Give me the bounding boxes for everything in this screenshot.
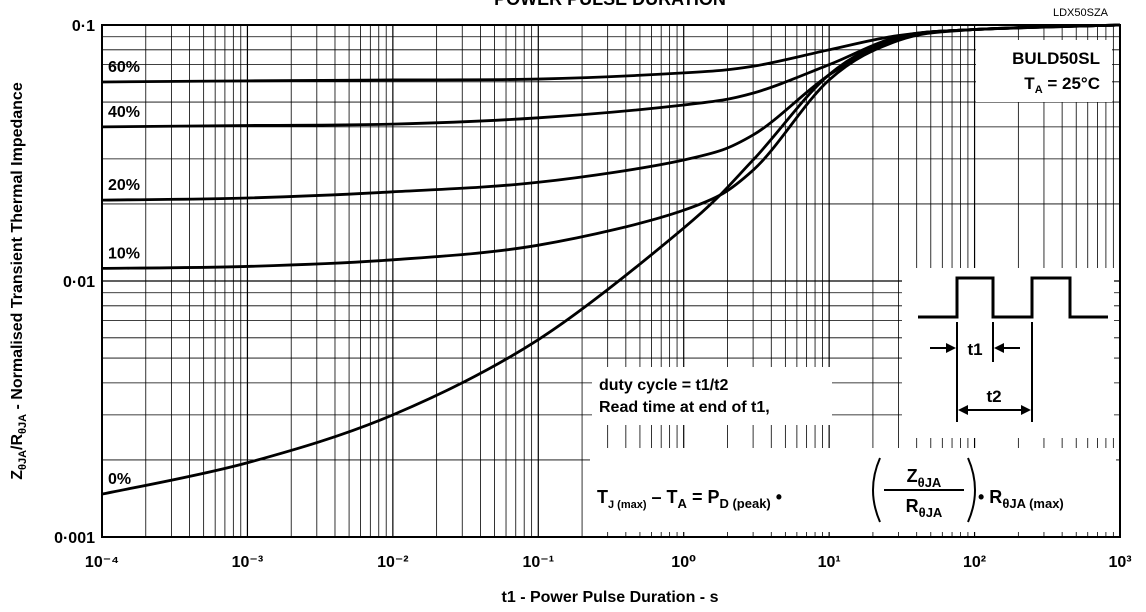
x-tick-label: 10⁻³ [232,554,264,571]
chart-title: POWER PULSE DURATION [494,0,726,9]
pulse-wave [918,276,1108,319]
plot-frame [101,24,1121,538]
arrow-head [1021,405,1031,415]
paren [872,457,881,523]
diagram-label: t2 [986,387,1001,406]
series-label: 10% [108,245,140,262]
curves [101,23,1121,496]
fraction-bottom: RθJA [906,496,943,520]
x-tick-label: 10¹ [818,554,841,571]
y-axis-label: ZθJA/RθJA - Normalised Transient Thermal… [9,82,29,480]
x-tick-label: 10² [963,554,986,571]
y-tick-label: 0·001 [54,530,95,547]
formula-part: θJA [918,475,942,490]
note: duty cycle = t1/t2 [599,377,728,394]
part-box [976,40,1112,102]
formula-part: = P [687,487,720,507]
formula-part: – T [647,487,678,507]
formula: TJ (max) – TA = PD (peak) • ZθJA RθJA • … [597,457,1064,523]
y-label-part: - Normalised Transient Thermal Impedance [9,82,26,414]
x-tick-label: 10⁰ [671,554,696,571]
formula-part: Z [907,466,918,486]
formula-part: A [678,496,688,511]
x-tick-label: 10⁻¹ [522,554,554,571]
fraction-top: ZθJA [907,466,942,490]
formula-part: J (max) [608,499,647,511]
part-label: BULD50SL [1012,49,1100,68]
y-tick-label: 0·01 [63,274,95,291]
ambient-sub: A [1035,84,1043,96]
formula-box [590,448,1116,532]
formula-left: TJ (max) – TA = PD (peak) • [597,487,782,511]
y-tick-label: 0·1 [72,18,95,35]
pulse-diagram [918,276,1108,422]
x-axis-label: t1 - Power Pulse Duration - s [502,589,719,606]
y-label-part: /R [9,433,26,449]
ambient-label: TA = 25°C [1024,74,1100,96]
y-label-part: θJA [17,414,29,434]
formula-part: θJA [919,505,943,520]
y-label-part: θJA [17,450,29,470]
formula-part: T [597,487,608,507]
x-tick-label: 10⁻⁴ [85,554,119,571]
ambient-value: = 25°C [1043,74,1100,93]
x-tick-label: 10⁻² [377,554,409,571]
series-label: 20% [108,177,140,194]
diagram-label: t1 [967,340,982,359]
formula-part: D (peak) [719,496,770,511]
series-line [101,23,1121,270]
formula-part: • [771,487,782,507]
series-line [101,23,1121,84]
annotation-backgrounds [590,40,1116,532]
arrow-head [958,405,968,415]
x-tick-label: 10³ [1108,554,1131,571]
formula-part: • R [978,487,1002,507]
diagram-box [902,268,1114,438]
arrow-head [946,343,956,353]
notes-box [592,367,832,425]
series-label: 0% [108,471,131,488]
note: Read time at end of t1, [599,399,770,416]
series-label: 60% [108,59,140,76]
formula-right: • RθJA (max) [978,487,1064,511]
arrow-head [994,343,1004,353]
y-label-part: Z [9,470,26,480]
ambient-t: T [1024,74,1035,93]
formula-part: θJA (max) [1002,496,1063,511]
formula-part: R [906,496,919,516]
paren [967,457,976,523]
series-label: 40% [108,104,140,121]
code-label: LDX50SZA [1053,7,1109,19]
